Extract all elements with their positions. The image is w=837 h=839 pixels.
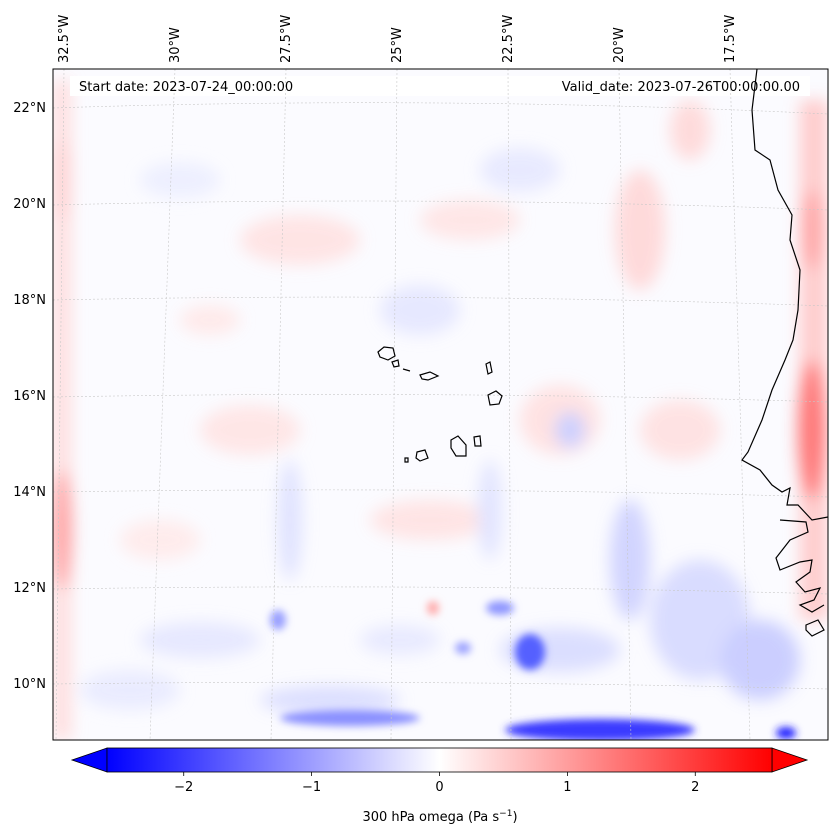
- colorbar-label: 300 hPa omega (Pa s−1): [362, 809, 517, 825]
- graticule: [53, 69, 828, 740]
- colorbar-tick-label: −1: [302, 780, 321, 795]
- valid-date-label: Valid_date: 2023-07-26T00:00:00.00: [562, 80, 800, 95]
- africa-coastline: [741, 69, 828, 637]
- lat-label-16n: 16°N: [13, 389, 46, 404]
- colorbar-ticks: −2 −1 0 1 2: [174, 772, 699, 795]
- lon-label-30w: 30°W: [168, 27, 183, 63]
- colorbar-tick-label: 1: [563, 780, 571, 795]
- lon-label-27-5w: 27.5°W: [279, 15, 294, 63]
- lat-label-10n: 10°N: [13, 677, 46, 692]
- lat-label-14n: 14°N: [13, 485, 46, 500]
- island-maio: [473, 435, 482, 447]
- colorbar-gradient: [106, 747, 773, 773]
- island-sal: [485, 361, 493, 375]
- island-brava: [404, 457, 409, 463]
- map-frame: [52, 68, 829, 741]
- colorbar-tick-label: −2: [174, 780, 193, 795]
- omega-field: [53, 69, 828, 740]
- latitude-labels: 22°N 20°N 18°N 16°N 14°N 12°N 10°N: [13, 101, 46, 692]
- island-fogo: [415, 449, 429, 462]
- island-santiago: [450, 435, 467, 457]
- island-boa-vista: [487, 390, 503, 406]
- colorbar-tick-label: 2: [691, 780, 699, 795]
- colorbar-tick-label: 0: [435, 780, 443, 795]
- island-sao-vicente: [391, 359, 400, 368]
- lat-label-18n: 18°N: [13, 293, 46, 308]
- lon-label-32-5w: 32.5°W: [57, 15, 72, 63]
- header-band: [70, 76, 810, 96]
- longitude-labels: 32.5°W 30°W 27.5°W 25°W 22.5°W 20°W 17.5…: [57, 15, 738, 63]
- coastline: [377, 69, 828, 637]
- lat-label-22n: 22°N: [13, 101, 46, 116]
- lon-label-17-5w: 17.5°W: [723, 15, 738, 63]
- start-date-label: Start date: 2023-07-24_00:00:00: [79, 80, 293, 95]
- lat-label-20n: 20°N: [13, 197, 46, 212]
- lat-label-12n: 12°N: [13, 581, 46, 596]
- colorbar-extend-max: [771, 747, 809, 773]
- colorbar: −2 −1 0 1 2 300 hPa omega (Pa s−1): [70, 747, 809, 825]
- island-santa-luzia: [402, 368, 411, 372]
- lon-label-20w: 20°W: [612, 27, 627, 63]
- lon-label-22-5w: 22.5°W: [501, 15, 516, 63]
- island-santo-antao: [377, 346, 396, 361]
- colorbar-extend-min: [70, 747, 108, 773]
- lon-label-25w: 25°W: [390, 27, 405, 63]
- island-sao-nicolau: [419, 371, 440, 381]
